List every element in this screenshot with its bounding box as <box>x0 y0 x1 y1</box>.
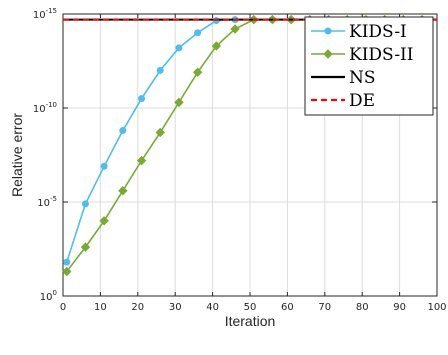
legend: KIDS-I KIDS-II NS DE <box>304 16 434 116</box>
y-tick-label: 10-10 <box>33 101 57 115</box>
legend-label: DE <box>349 91 375 111</box>
data-point <box>175 44 183 52</box>
legend-label: KIDS-I <box>349 22 407 42</box>
x-tick-label: 40 <box>206 302 219 313</box>
x-tick-label: 50 <box>244 302 257 313</box>
x-tick-label: 80 <box>356 302 369 313</box>
data-point <box>194 29 202 37</box>
data-point <box>192 67 203 77</box>
x-axis-label: Iteration <box>225 313 276 329</box>
x-tick-label: 30 <box>169 302 182 313</box>
y-tick-label: 100 <box>40 289 57 303</box>
y-tick-label: 10-5 <box>37 195 57 209</box>
data-point <box>324 27 332 35</box>
data-point <box>156 66 164 74</box>
x-tick-label: 20 <box>131 302 144 313</box>
data-point <box>119 127 127 135</box>
data-point <box>211 41 222 51</box>
data-point <box>62 266 72 277</box>
x-tick-label: 90 <box>393 302 406 313</box>
data-point <box>100 162 108 170</box>
data-point <box>155 127 165 138</box>
x-tick-label: 100 <box>427 302 446 313</box>
data-point <box>80 242 91 252</box>
x-tick-label: 0 <box>60 302 66 313</box>
x-tick-label: 10 <box>94 302 107 313</box>
data-point <box>81 200 89 208</box>
y-axis-label: Relative error <box>9 113 25 197</box>
x-tick-label: 60 <box>281 302 294 313</box>
legend-label: KIDS-II <box>349 45 414 65</box>
data-point <box>136 155 147 166</box>
major-ticks <box>62 13 438 297</box>
data-point <box>230 24 240 34</box>
legend-label: NS <box>349 68 376 88</box>
y-tick-label: 10-15 <box>33 7 57 21</box>
data-point <box>118 186 128 196</box>
x-tick-label: 70 <box>318 302 331 313</box>
data-point <box>99 216 109 226</box>
data-point <box>63 258 71 266</box>
data-point <box>323 49 333 59</box>
data-point <box>174 97 184 108</box>
data-point <box>138 95 146 103</box>
